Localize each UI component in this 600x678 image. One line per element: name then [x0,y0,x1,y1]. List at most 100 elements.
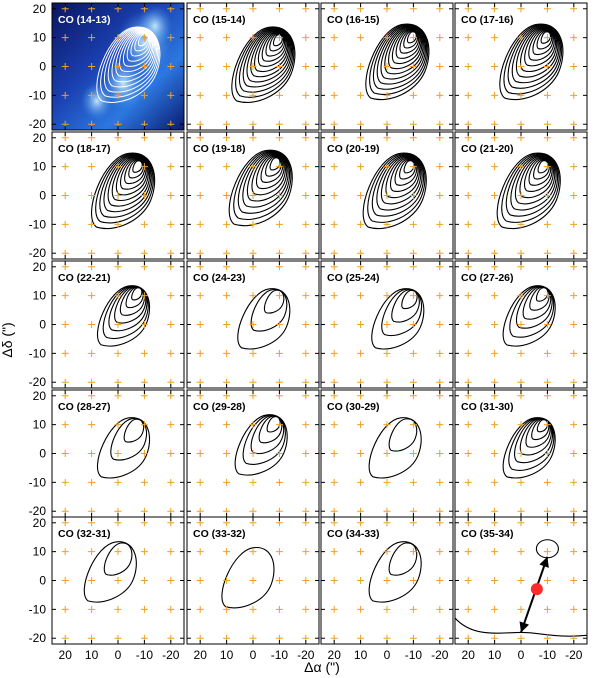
grid-marker [61,192,69,199]
grid-marker [491,577,499,584]
grid-marker [383,63,391,70]
grid-marker [570,63,578,70]
contour-line [507,25,561,89]
contour-line [519,418,552,456]
contour-line [246,153,288,202]
grid-marker [140,548,148,556]
grid-marker [140,421,148,429]
grid-marker [570,34,578,42]
grid-marker [61,450,69,457]
grid-marker [249,577,257,584]
panel: CO (14-13) [51,2,185,131]
panel: CO (21-20) [454,131,588,260]
contour-line [83,541,137,603]
grid-marker [491,321,499,328]
grid-marker [275,91,283,99]
grid-marker [275,34,283,42]
grid-marker [330,220,338,228]
contour-line [261,32,287,62]
contour-line [228,149,293,227]
contour-line [505,154,558,217]
contour-line [389,157,419,192]
contour-line [365,23,430,101]
contour-line [524,28,556,67]
contour-group [237,288,291,350]
grid-marker [223,220,231,228]
grid-marker [167,163,175,171]
grid-marker [357,34,365,42]
grid-marker [196,349,204,357]
grid-marker [491,192,499,199]
grid-marker [249,605,257,613]
grid-marker [491,450,499,457]
contour-group [496,152,561,230]
x-tick-label: 0 [518,648,525,662]
grid-marker [383,34,391,42]
grid-marker [330,349,338,357]
grid-marker [249,321,257,328]
grid-marker [570,220,578,228]
contour-line [96,285,150,347]
grid-marker [383,605,391,613]
grid-marker [357,577,365,584]
grid-marker [570,450,578,457]
panel: CO (35-34) [454,516,588,645]
grid-marker [409,91,417,99]
grid-marker [464,292,472,300]
grid-marker [140,163,148,171]
grid-marker [140,478,148,486]
grid-marker [114,321,122,328]
grid-marker [357,91,365,99]
grid-marker [275,220,283,228]
grid-marker [543,163,551,171]
grid-marker [249,548,257,556]
grid-marker [114,450,122,457]
grid-marker [302,450,310,457]
grid-marker [114,192,122,199]
grid-marker [196,34,204,42]
grid-marker [249,349,257,357]
x-tick-label: 10 [488,648,502,662]
grid-marker [114,349,122,357]
contour-line [250,30,290,78]
grid-marker [114,577,122,584]
grid-marker [302,163,310,171]
panel-label: CO (28-27) [58,401,111,413]
grid-marker [464,577,472,584]
grid-marker [436,292,444,300]
grid-marker [88,421,96,429]
grid-marker [409,220,417,228]
contour-line [401,289,418,310]
x-tick-label: -10 [539,648,557,662]
grid-marker [570,421,578,429]
grid-marker [88,548,96,556]
grid-marker [464,605,472,613]
y-tick-label: 10 [33,545,47,559]
grid-marker [491,548,499,556]
grid-marker [517,548,525,556]
grid-marker [464,321,472,328]
contour-line [132,160,143,173]
contour-line [242,414,286,465]
panel: CO (25-24) [320,260,454,389]
contour-line [126,32,152,62]
grid-marker [275,577,283,584]
grid-marker [275,450,283,457]
contour-line [403,160,415,174]
grid-marker [570,192,578,199]
grid-marker [167,349,175,357]
grid-marker [543,192,551,199]
grid-marker [409,548,417,556]
grid-marker [167,220,175,228]
y-tick-label: 0 [39,60,46,74]
grid-marker [543,450,551,457]
grid-marker [167,63,175,70]
grid-marker [330,163,338,171]
contour-line [380,26,425,80]
grid-marker [543,478,551,486]
contour-line [258,415,283,444]
grid-marker [88,292,96,300]
contour-line [238,28,294,93]
grid-marker [383,163,391,171]
